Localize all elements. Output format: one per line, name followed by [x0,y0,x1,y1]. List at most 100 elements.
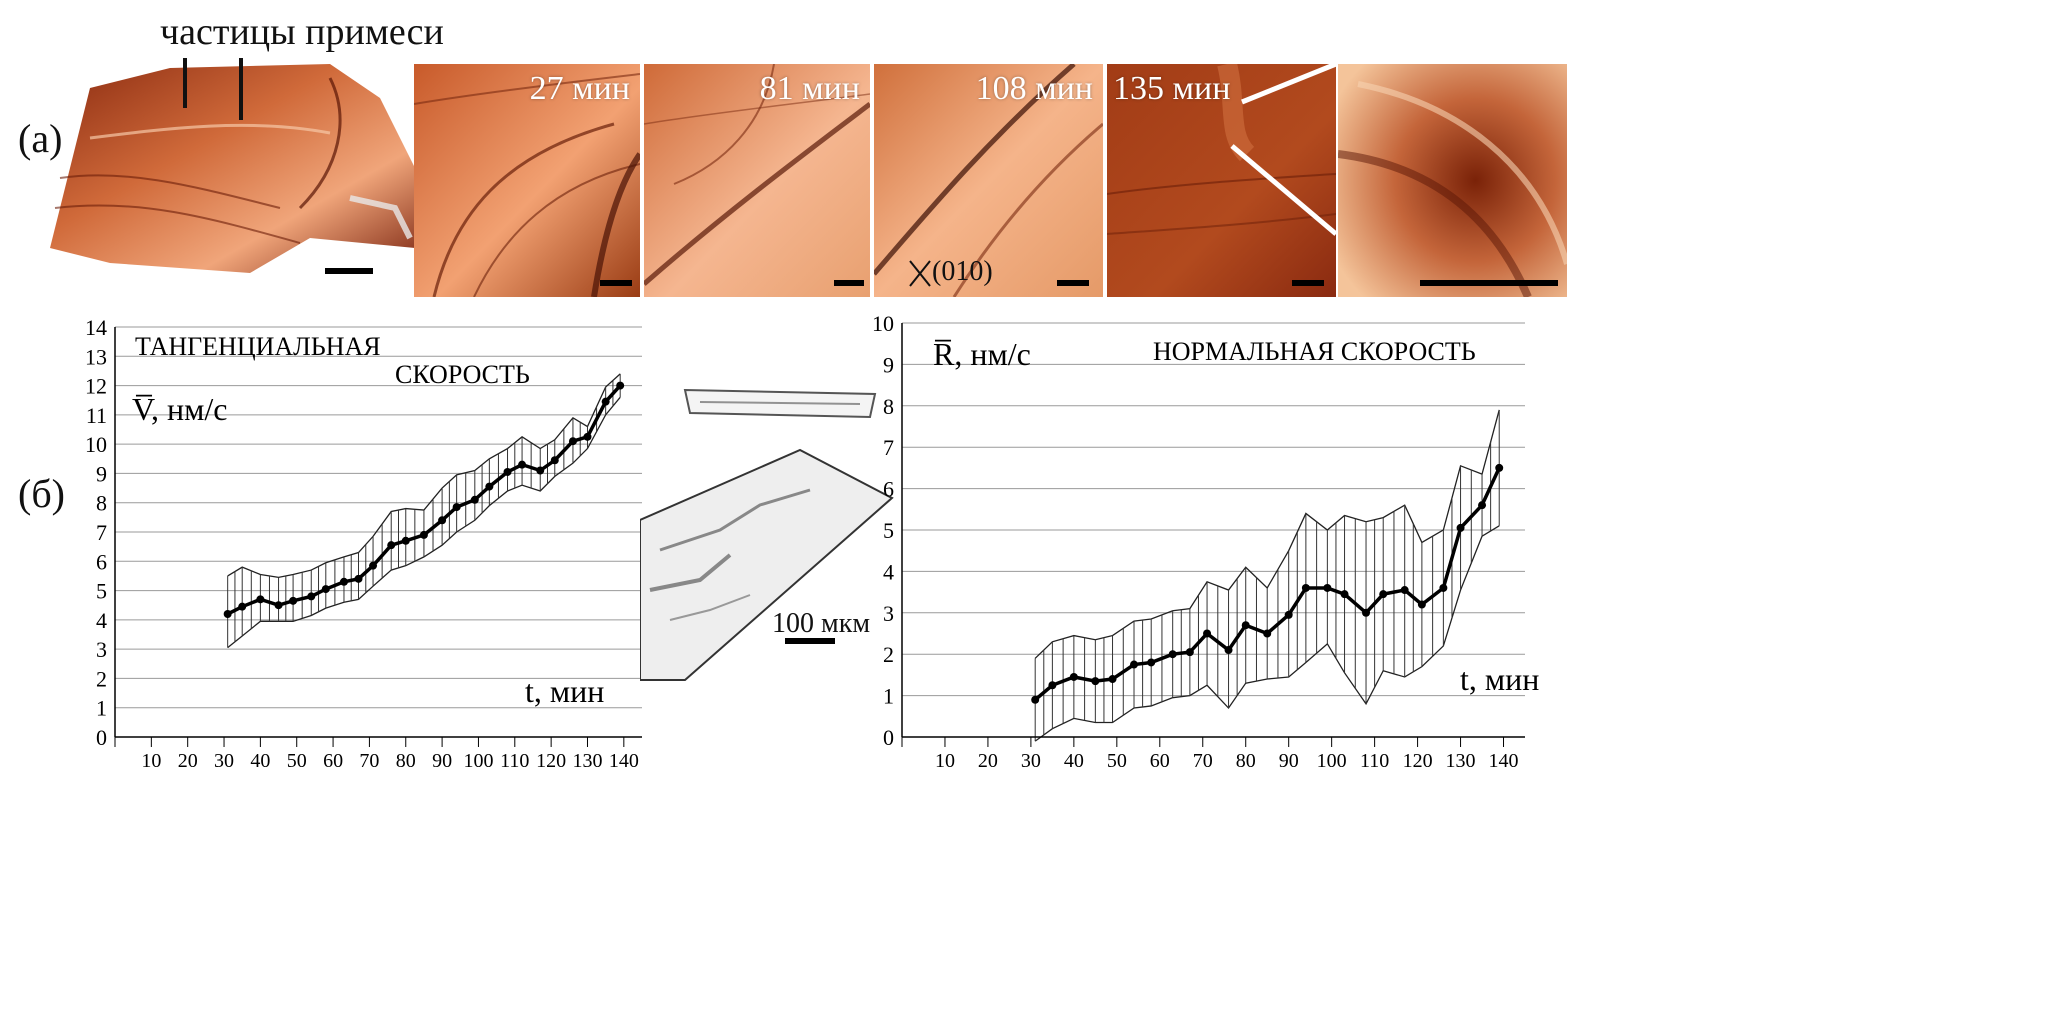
x-tick-label: 130 [1446,750,1476,772]
figure-label-b: (б) [18,471,65,516]
x-tick-label: 50 [1107,750,1127,772]
y-tick-label: 3 [883,601,894,626]
data-point [354,574,363,583]
x-tick-label: 120 [1403,750,1433,772]
panel-time-81: 81 мин [759,70,860,107]
data-point [1203,629,1212,638]
data-point [485,482,494,491]
impurity-arrow-2 [239,58,243,120]
afm-zoom-panel [1338,64,1567,297]
data-point [601,397,610,406]
impurity-label: частицы примеси [160,11,444,53]
data-point [1241,621,1250,630]
data-point [470,495,479,504]
x-tick-label: 10 [141,750,161,772]
data-point [289,596,298,605]
panel-time-108: 108 мин [975,70,1093,107]
y-tick-label: 12 [85,374,107,399]
scale-bar-108 [1057,280,1089,286]
chart-right-title: НОРМАЛЬНАЯ СКОРОСТЬ [1153,337,1476,366]
scale-bar-zoom [1420,280,1558,286]
panel-time-27: 27 мин [529,70,630,107]
x-tick-label: 60 [1150,750,1170,772]
chart-left-xlabel: t, мин [525,673,604,709]
crystal-photo [639,380,900,690]
data-point [1323,583,1332,592]
y-tick-label: 6 [883,477,894,502]
data-point [518,460,527,469]
y-tick-label: 13 [85,344,107,369]
scale-bar-135 [1292,280,1324,286]
orientation-label: (010) [932,256,993,287]
data-point [1130,660,1139,669]
data-point [1362,608,1371,617]
y-tick-label: 1 [883,684,894,709]
data-point [369,561,378,570]
figure-label-a: (а) [18,116,63,161]
afm-panel-27min: 27 мин [414,64,640,297]
y-tick-label: 8 [883,394,894,419]
data-point [1185,648,1194,657]
data-point [223,610,232,618]
data-point [307,592,316,601]
data-point [339,577,348,586]
y-tick-label: 11 [86,403,107,428]
x-tick-label: 20 [178,750,198,772]
x-tick-label: 10 [935,750,955,772]
data-point [452,503,461,512]
y-tick-label: 8 [96,491,107,516]
chart-right-xlabel: t, мин [1460,661,1539,697]
scale-bar-27 [600,280,632,286]
data-point [503,467,512,476]
x-tick-label: 30 [1021,750,1041,772]
data-point [1048,681,1057,690]
x-tick-label: 70 [1193,750,1213,772]
data-point [238,602,247,611]
x-tick-label: 40 [250,750,270,772]
impurity-arrow-1 [183,58,187,108]
chart-left-ylabel: V̅, нм/с [132,391,227,427]
y-tick-label: 2 [96,666,107,691]
afm-panel-81min: 81 мин [644,64,870,297]
y-tick-label: 2 [883,642,894,667]
data-point [550,456,559,465]
tangential-velocity-chart: 0 1 2 3 4 5 6 7 8 9 10 11 12 13 14 10 20 30 40 50 60 70 80 90 10… [70,310,650,780]
y-tick-label: 14 [85,315,107,340]
data-point [1456,523,1465,532]
afm-panel-135min: 135 мин [1107,64,1336,297]
x-tick-label: 70 [359,750,379,772]
data-point [419,530,428,539]
x-tick-label: 120 [536,750,566,772]
data-point [401,536,410,545]
x-tick-label: 100 [463,750,493,772]
x-tick-label: 130 [572,750,602,772]
y-tick-label: 6 [96,549,107,574]
data-point [583,432,592,441]
x-tick-label: 90 [1279,750,1299,772]
data-point [616,381,625,390]
data-point [1224,646,1233,655]
data-point [1495,463,1504,472]
x-tick-label: 60 [323,750,343,772]
y-tick-label: 4 [883,559,894,584]
y-tick-label: 7 [96,520,107,545]
y-tick-label: 9 [883,352,894,377]
data-point [1400,586,1409,595]
chart-left-title-line2: СКОРОСТЬ [395,360,530,389]
x-tick-label: 40 [1064,750,1084,772]
y-tick-label: 5 [883,518,894,543]
y-tick-label: 9 [96,461,107,486]
x-tick-label: 140 [1489,750,1519,772]
data-point [1340,590,1349,599]
y-tick-label: 5 [96,579,107,604]
crystal-scale-label: 100 мкм [772,608,871,639]
data-point [321,585,330,594]
data-point [1168,650,1177,659]
y-tick-label: 4 [96,608,107,633]
data-point [1147,658,1156,667]
data-point [536,466,545,475]
data-point [1091,677,1100,686]
data-point [568,437,577,446]
series-line [226,384,622,616]
x-tick-label: 110 [500,750,529,772]
